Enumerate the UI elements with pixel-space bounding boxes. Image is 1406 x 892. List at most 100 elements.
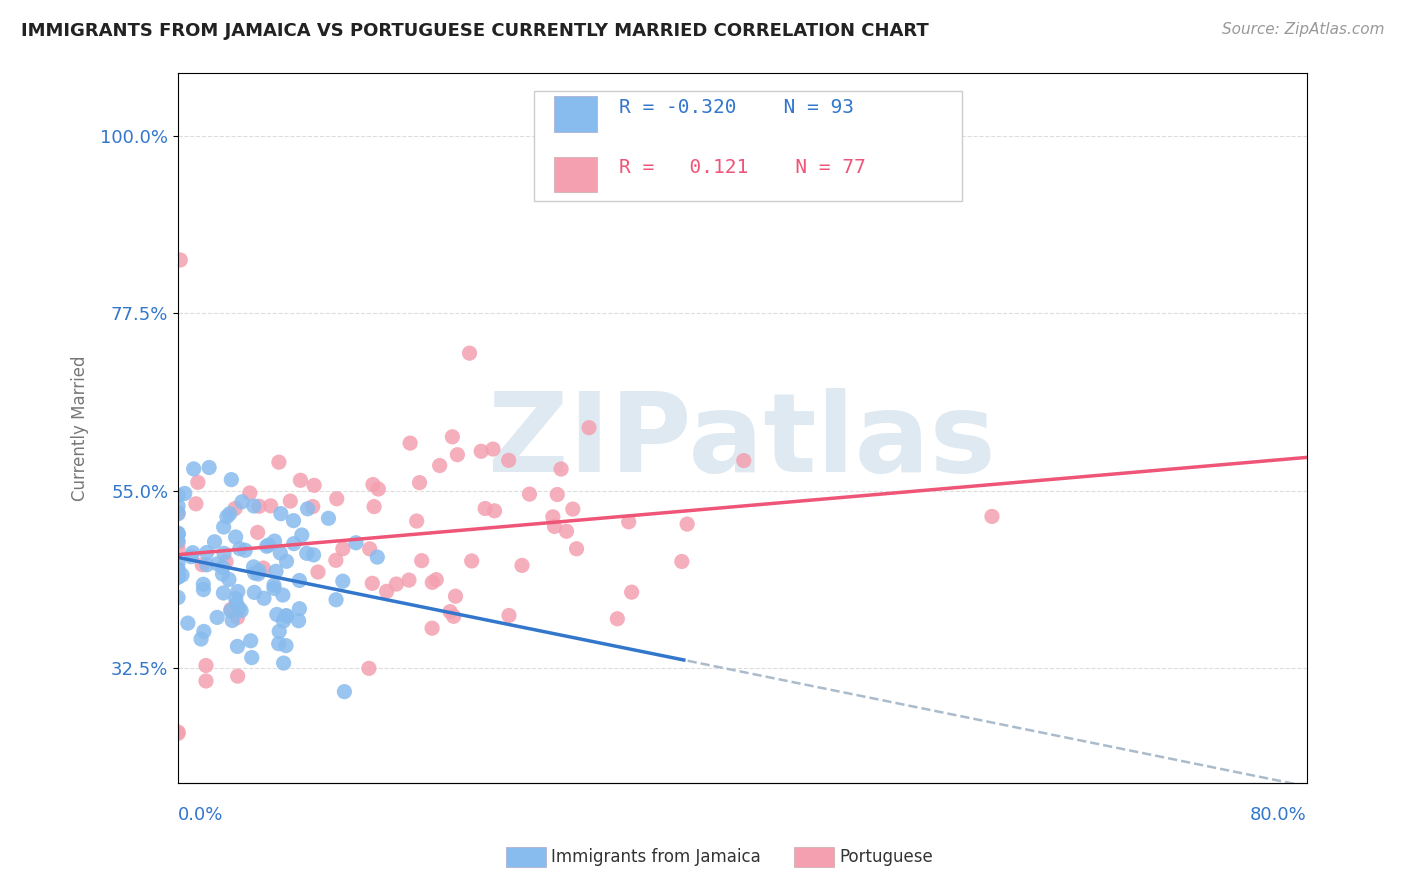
Point — [283, 514, 305, 528]
Point — [211, 567, 233, 582]
Point — [212, 520, 235, 534]
Point — [167, 506, 190, 520]
Point — [301, 500, 323, 514]
Point — [446, 448, 468, 462]
Point — [195, 558, 218, 572]
Point — [398, 573, 420, 587]
Point — [228, 601, 250, 615]
Point — [283, 536, 305, 550]
Point — [191, 558, 214, 572]
Point — [273, 656, 295, 670]
Point — [565, 541, 588, 556]
Point — [411, 554, 433, 568]
Point — [302, 478, 325, 492]
Point — [290, 473, 312, 487]
Point — [981, 509, 1004, 524]
Point — [291, 528, 314, 542]
Point — [733, 453, 755, 467]
Point — [361, 576, 384, 591]
Point — [167, 542, 190, 557]
Point — [420, 621, 443, 635]
Point — [519, 487, 541, 501]
Point — [297, 501, 319, 516]
Point — [226, 610, 249, 624]
Point — [498, 608, 520, 623]
Point — [170, 568, 193, 582]
Point — [247, 566, 270, 581]
Text: 80.0%: 80.0% — [1250, 806, 1306, 824]
Point — [212, 586, 235, 600]
Point — [167, 527, 190, 541]
Point — [375, 584, 398, 599]
Point — [226, 584, 249, 599]
Point — [167, 591, 190, 605]
Point — [256, 539, 278, 553]
Point — [295, 546, 318, 560]
Point — [276, 609, 298, 624]
Point — [247, 564, 270, 578]
Point — [385, 577, 408, 591]
Point — [325, 553, 347, 567]
Point — [257, 538, 280, 552]
Text: IMMIGRANTS FROM JAMAICA VS PORTUGUESE CURRENTLY MARRIED CORRELATION CHART: IMMIGRANTS FROM JAMAICA VS PORTUGUESE CU… — [21, 22, 929, 40]
Point — [288, 574, 311, 588]
Y-axis label: Currently Married: Currently Married — [72, 355, 89, 500]
Point — [444, 589, 467, 603]
Point — [226, 669, 249, 683]
Point — [266, 607, 288, 622]
Point — [561, 502, 583, 516]
Point — [318, 511, 340, 525]
Point — [221, 473, 243, 487]
Point — [482, 442, 505, 456]
Point — [252, 561, 274, 575]
Point — [205, 610, 228, 624]
Point — [274, 639, 297, 653]
Point — [273, 614, 295, 628]
Point — [211, 560, 233, 574]
Point — [190, 632, 212, 646]
Point — [263, 578, 285, 592]
Point — [333, 684, 356, 698]
Point — [429, 458, 451, 473]
Point — [195, 545, 218, 559]
Point — [243, 499, 266, 513]
Text: ZIPatlas: ZIPatlas — [488, 389, 997, 495]
Point — [167, 570, 190, 584]
Point — [543, 519, 565, 533]
Point — [167, 488, 190, 502]
Point — [177, 616, 200, 631]
Point — [225, 591, 247, 606]
Point — [207, 557, 229, 571]
Point — [169, 252, 191, 267]
Point — [484, 504, 506, 518]
Point — [167, 556, 190, 570]
Point — [195, 658, 218, 673]
Point — [195, 673, 218, 688]
Point — [224, 501, 246, 516]
Point — [271, 588, 294, 602]
Point — [550, 462, 572, 476]
Point — [183, 462, 205, 476]
Point — [408, 475, 430, 490]
Text: Portuguese: Portuguese — [839, 848, 934, 866]
Bar — [554, 157, 596, 192]
Point — [167, 527, 190, 541]
Point — [460, 554, 482, 568]
Point — [204, 534, 226, 549]
Point — [302, 548, 325, 562]
Point — [510, 558, 533, 573]
Point — [405, 514, 427, 528]
Point — [167, 564, 190, 578]
Point — [231, 495, 253, 509]
Point — [439, 605, 461, 619]
Point — [443, 609, 465, 624]
Text: Immigrants from Jamaica: Immigrants from Jamaica — [551, 848, 761, 866]
Point — [167, 526, 190, 541]
Point — [344, 535, 367, 549]
Point — [167, 562, 190, 576]
Point — [441, 430, 464, 444]
Point — [167, 566, 190, 581]
Point — [219, 602, 242, 616]
Point — [267, 637, 290, 651]
Point — [332, 541, 354, 556]
